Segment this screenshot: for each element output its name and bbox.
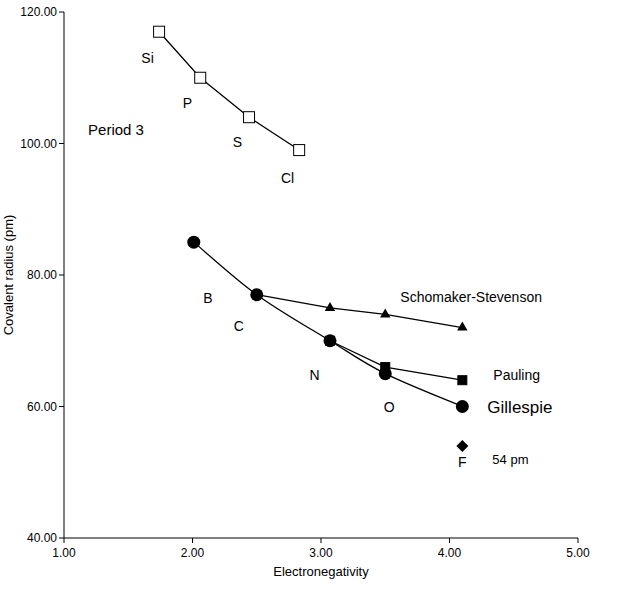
series-line xyxy=(330,341,462,380)
annotation: Cl xyxy=(281,170,294,186)
marker xyxy=(187,236,200,249)
annotation: F xyxy=(458,454,467,470)
x-tick xyxy=(321,538,322,543)
y-tick xyxy=(59,538,64,539)
marker xyxy=(323,334,336,347)
y-tick-label: 100.00 xyxy=(20,137,57,151)
series-label: Pauling xyxy=(493,367,540,383)
marker xyxy=(154,26,165,37)
x-tick xyxy=(64,538,65,543)
annotation: C xyxy=(234,318,244,334)
series-label: Gillespie xyxy=(487,398,552,417)
x-tick-label: 2.00 xyxy=(181,546,205,560)
series-label: 54 pm xyxy=(492,452,528,467)
y-tick xyxy=(59,143,64,144)
marker xyxy=(195,72,206,83)
marker xyxy=(379,367,392,380)
marker xyxy=(457,322,467,331)
y-tick-label: 60.00 xyxy=(27,400,57,414)
annotation: Si xyxy=(141,50,153,66)
marker xyxy=(294,145,305,156)
annotation: S xyxy=(233,134,242,150)
y-tick-label: 120.00 xyxy=(20,5,57,19)
series-line xyxy=(159,32,299,150)
series-label: Schomaker-Stevenson xyxy=(400,289,542,305)
x-tick-label: 5.00 xyxy=(566,546,590,560)
series-line xyxy=(194,242,463,406)
y-tick xyxy=(59,275,64,276)
x-tick xyxy=(449,538,450,543)
series-label: Period 3 xyxy=(88,121,144,138)
x-tick xyxy=(578,538,579,543)
y-tick-label: 40.00 xyxy=(27,531,57,545)
marker xyxy=(458,376,467,385)
annotation: B xyxy=(203,290,212,306)
marker xyxy=(325,302,335,311)
marker xyxy=(456,400,469,413)
x-tick xyxy=(192,538,193,543)
annotation: O xyxy=(384,399,395,415)
x-axis-title: Electronegativity xyxy=(273,564,369,579)
y-tick xyxy=(59,12,64,13)
x-tick-label: 4.00 xyxy=(438,546,462,560)
annotation: P xyxy=(183,95,192,111)
marker xyxy=(380,308,390,317)
marker xyxy=(250,288,263,301)
annotation: N xyxy=(310,367,320,383)
x-tick-label: 3.00 xyxy=(309,546,333,560)
x-tick-label: 1.00 xyxy=(52,546,76,560)
marker xyxy=(456,440,468,452)
y-tick-label: 80.00 xyxy=(27,268,57,282)
y-tick xyxy=(59,406,64,407)
chart: 40.00 60.00 80.00 100.00 120.00 1.00 2.00 3.00 4… xyxy=(0,0,630,611)
y-axis-title: Covalent radius (pm) xyxy=(1,215,16,336)
marker xyxy=(244,112,255,123)
plot-area xyxy=(154,26,469,452)
